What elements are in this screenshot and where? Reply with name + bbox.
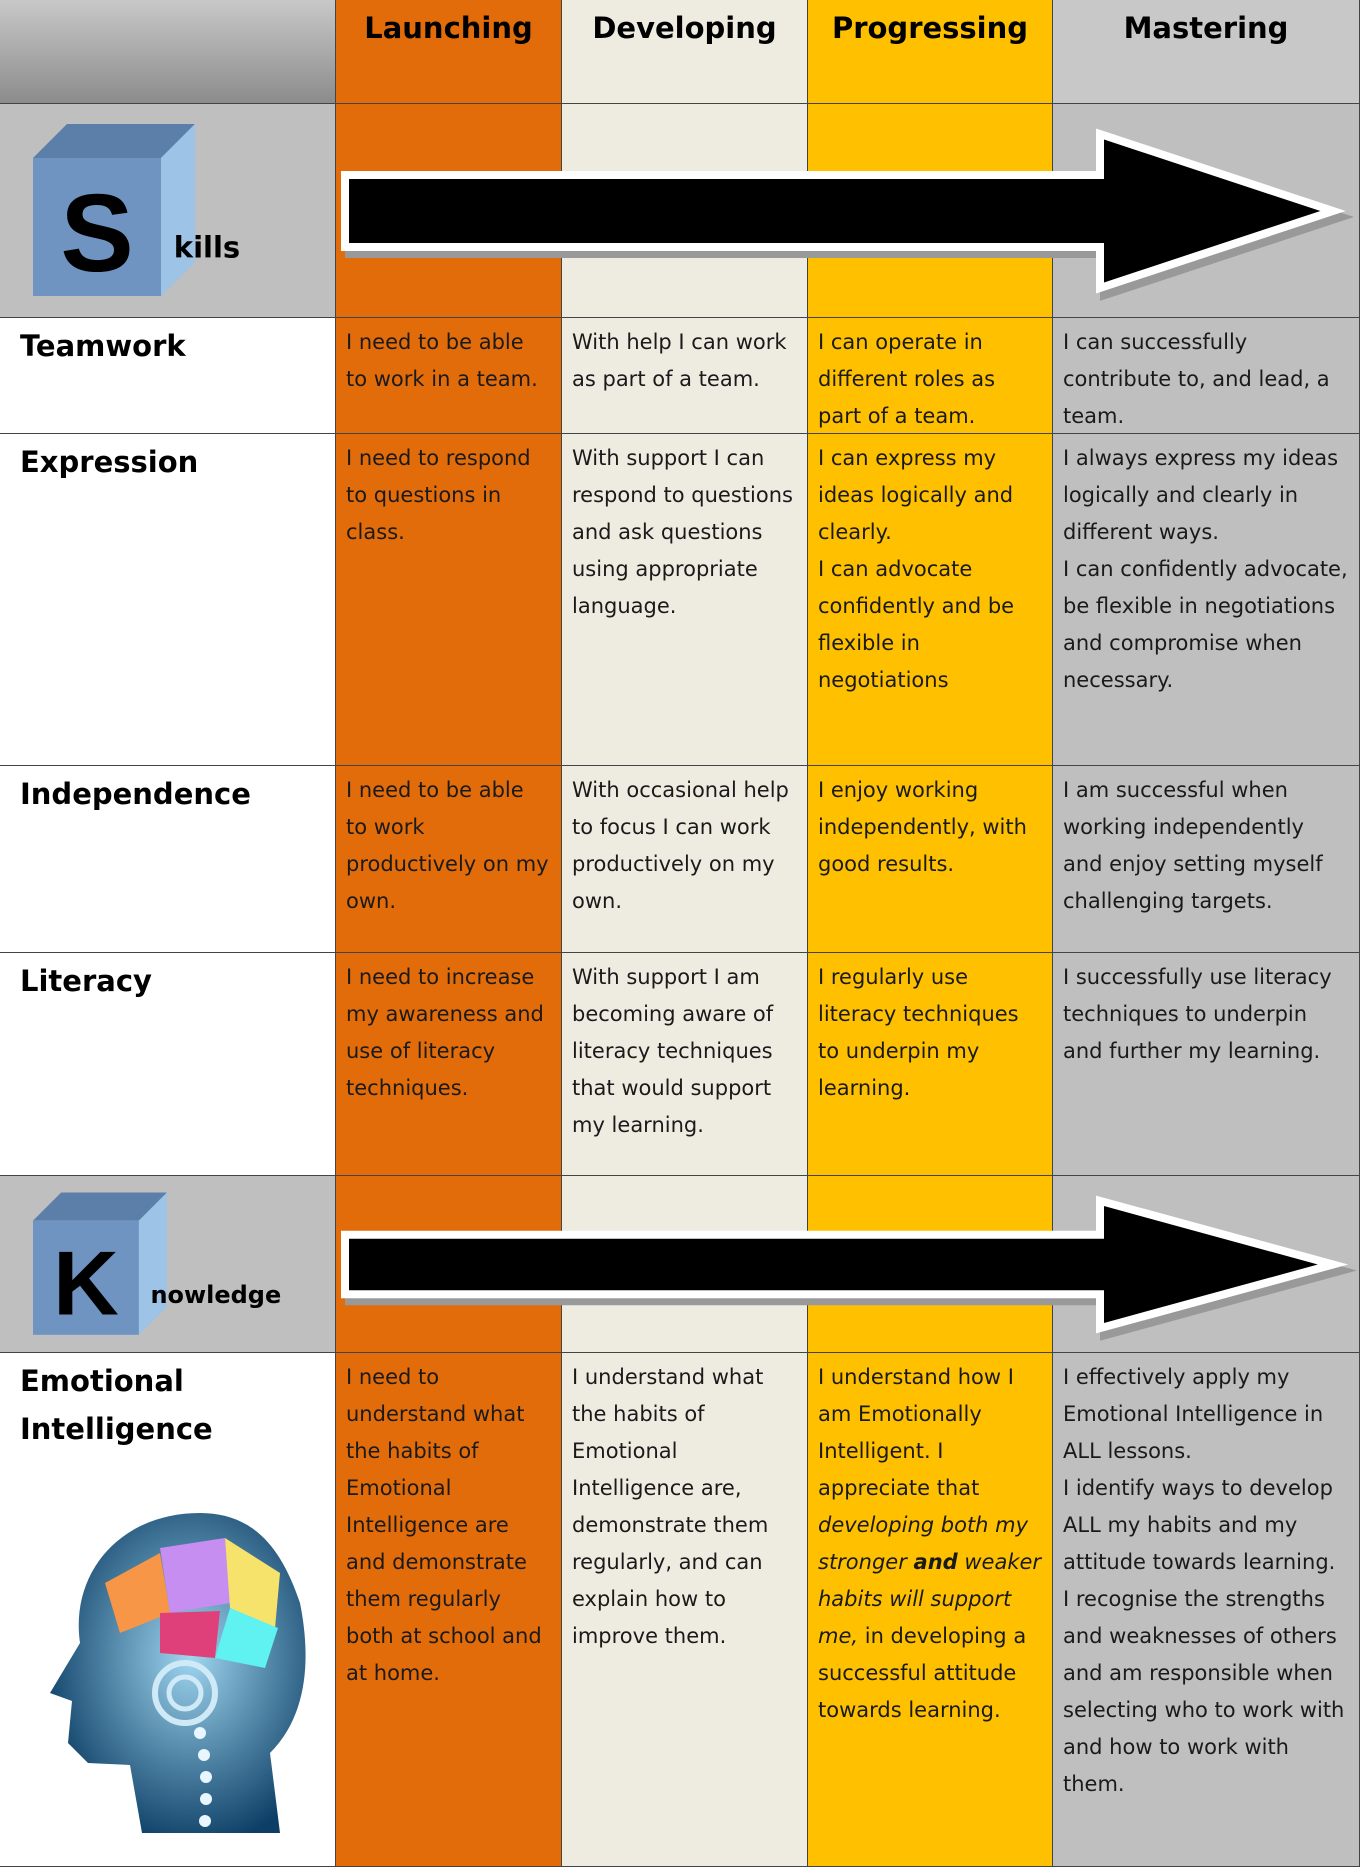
row-label: Independence — [0, 766, 336, 953]
rubric-cell: I can successfully contribute to, and le… — [1053, 318, 1360, 434]
cell-text: I can express my ideas logically and cle… — [818, 446, 1014, 544]
cell-text: I can operate in different roles as part… — [818, 330, 996, 428]
cell-text: I effectively apply my Emotional Intelli… — [1063, 1365, 1324, 1463]
rubric-cell: I am successful when working independent… — [1053, 766, 1360, 953]
column-title: Launching — [364, 11, 533, 45]
cell-text: I can advocate confidently and be flexib… — [818, 557, 1015, 692]
column-band — [1053, 1176, 1360, 1353]
row-title: Teamwork — [20, 329, 186, 363]
cell-text: I recognise the strengths and weaknesses… — [1063, 1587, 1345, 1796]
rubric-cell: I regularly use literacy techniques to u… — [808, 953, 1053, 1176]
column-header: Mastering — [1053, 0, 1360, 104]
row-title: Literacy — [20, 964, 152, 998]
text-run: and — [913, 1550, 958, 1574]
rubric-cell: With occasional help to focus I can work… — [562, 766, 808, 953]
cell-text: I can confidently advocate, be flexible … — [1063, 557, 1348, 692]
text-run: in developing a successful attitude towa… — [818, 1624, 1027, 1722]
cell-text: I understand what the habits of Emotiona… — [572, 1365, 769, 1648]
header-corner — [0, 0, 336, 104]
rubric-cell: I effectively apply my Emotional Intelli… — [1053, 1353, 1360, 1867]
cell-text: With support I can respond to questions … — [572, 446, 793, 618]
column-header: Progressing — [808, 0, 1053, 104]
rubric-cell: I successfully use literacy techniques t… — [1053, 953, 1360, 1176]
row-title: Expression — [20, 445, 199, 479]
cell-text: With help I can work as part of a team. — [572, 330, 787, 391]
cell-text: I need to be able to work productively o… — [346, 778, 549, 913]
cell-text: I can successfully contribute to, and le… — [1063, 330, 1330, 428]
cell-text: I identify ways to develop ALL my habits… — [1063, 1476, 1336, 1574]
rubric-cell: With support I am becoming aware of lite… — [562, 953, 808, 1176]
row-label: Emotional Intelligence — [0, 1353, 336, 1867]
column-title: Mastering — [1123, 11, 1289, 45]
text-run: I understand how I am Emotionally Intell… — [818, 1365, 1014, 1500]
cell-text: I regularly use literacy techniques to u… — [818, 965, 1019, 1100]
column-band — [808, 1176, 1053, 1353]
cell-text: With occasional help to focus I can work… — [572, 778, 789, 913]
rubric-cell: I need to understand what the habits of … — [336, 1353, 562, 1867]
rubric-cell: With support I can respond to questions … — [562, 434, 808, 766]
rubric-cell: I need to respond to questions in class. — [336, 434, 562, 766]
column-title: Progressing — [831, 11, 1029, 45]
row-title: Emotional Intelligence — [20, 1364, 213, 1446]
cell-text: I am successful when working independent… — [1063, 778, 1323, 913]
cell-text: I enjoy working independently, with good… — [818, 778, 1027, 876]
banner-label — [0, 104, 336, 318]
column-band — [562, 104, 808, 318]
cell-text: I need to understand what the habits of … — [346, 1365, 542, 1685]
column-header: Launching — [336, 0, 562, 104]
rubric-cell: I understand what the habits of Emotiona… — [562, 1353, 808, 1867]
rubric-cell: I need to be able to work in a team. — [336, 318, 562, 434]
cell-text: I successfully use literacy techniques t… — [1063, 965, 1332, 1063]
rubric-cell: With help I can work as part of a team. — [562, 318, 808, 434]
cell-text: I need to respond to questions in class. — [346, 446, 531, 544]
column-band — [1053, 104, 1360, 318]
row-label: Teamwork — [0, 318, 336, 434]
column-band — [336, 104, 562, 318]
row-label: Literacy — [0, 953, 336, 1176]
column-header: Developing — [562, 0, 808, 104]
column-band — [808, 104, 1053, 318]
cell-text: I need to increase my awareness and use … — [346, 965, 544, 1100]
cell-text: I always express my ideas logically and … — [1063, 446, 1339, 544]
rubric-cell: I enjoy working independently, with good… — [808, 766, 1053, 953]
banner-label — [0, 1176, 336, 1353]
cell-text: I understand how I am Emotionally Intell… — [818, 1359, 1042, 1729]
rubric-cell: I need to increase my awareness and use … — [336, 953, 562, 1176]
column-band — [562, 1176, 808, 1353]
row-label: Expression — [0, 434, 336, 766]
rubric-cell: I always express my ideas logically and … — [1053, 434, 1360, 766]
text-run: weaker habits will support me, — [818, 1550, 1042, 1648]
cell-text: With support I am becoming aware of lite… — [572, 965, 774, 1137]
row-title: Independence — [20, 777, 251, 811]
text-run: developing both my stronger — [818, 1513, 1029, 1574]
rubric-cell: I can express my ideas logically and cle… — [808, 434, 1053, 766]
rubric-cell: I can operate in different roles as part… — [808, 318, 1053, 434]
rubric-cell: I understand how I am Emotionally Intell… — [808, 1353, 1053, 1867]
rubric-cell: I need to be able to work productively o… — [336, 766, 562, 953]
cell-text: I need to be able to work in a team. — [346, 330, 538, 391]
column-band — [336, 1176, 562, 1353]
column-title: Developing — [592, 11, 777, 45]
